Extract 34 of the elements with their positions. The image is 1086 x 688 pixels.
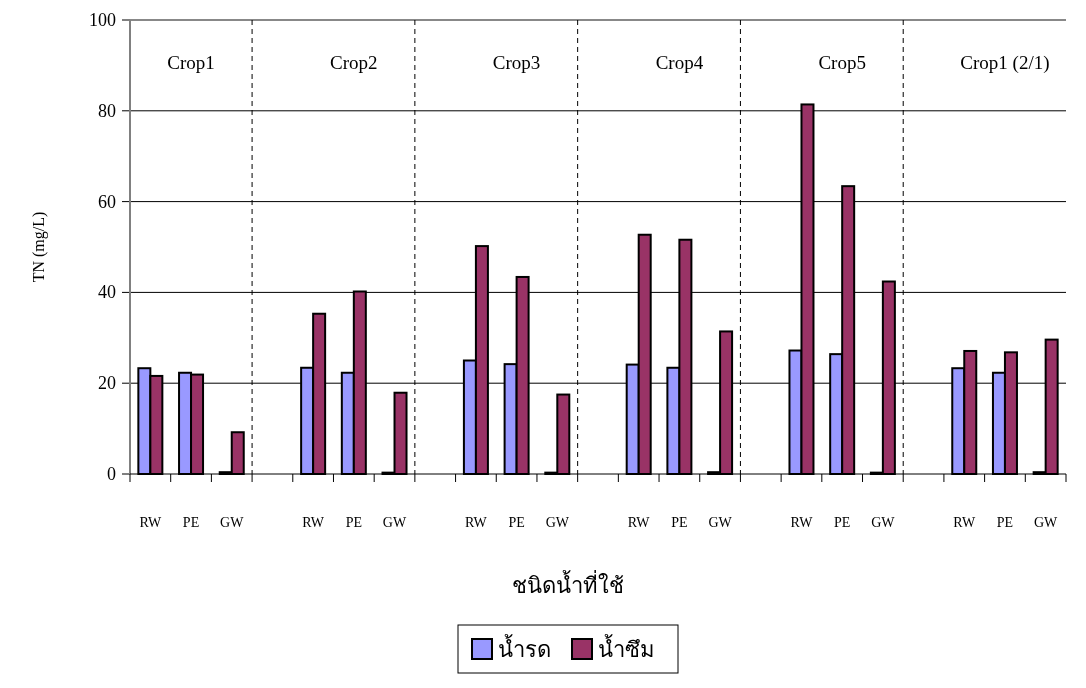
annotation: Crop2 — [330, 52, 378, 73]
annotation: Crop1 — [167, 52, 215, 73]
x-axis-title: ชนิดน้ำที่ใช้ — [512, 570, 624, 598]
x-tick-label: PE — [834, 515, 851, 530]
annotation: Crop1 (2/1) — [960, 52, 1050, 74]
x-tick-label: GW — [220, 515, 245, 530]
x-tick-label: PE — [345, 515, 362, 530]
legend-label: น้ำซึม — [598, 634, 655, 662]
y-axis-title: TN (mg/L) — [30, 211, 48, 283]
x-tick-label: PE — [182, 515, 200, 530]
x-tick-label: GW — [1033, 515, 1059, 530]
x-tick-label: GW — [708, 515, 733, 530]
annotation: Crop3 — [492, 52, 541, 73]
y-tick-label: 80 — [98, 100, 116, 121]
x-tick-label: RW — [627, 515, 651, 530]
x-tick-label: GW — [871, 515, 896, 530]
x-tick-label: GW — [545, 515, 570, 530]
x-tick-label: GW — [382, 515, 407, 530]
x-tick-label: RW — [465, 515, 488, 530]
annotation: Crop5 — [818, 52, 866, 73]
x-tick-label: RW — [139, 515, 163, 530]
x-tick-label: RW — [790, 515, 814, 530]
x-tick-label: PE — [508, 515, 525, 530]
y-tick-label: 100 — [89, 10, 116, 30]
x-tick-label: RW — [302, 515, 325, 530]
y-tick-label: 20 — [98, 373, 116, 394]
y-tick-label: 40 — [98, 282, 116, 303]
x-tick-label: PE — [996, 515, 1014, 530]
x-tick-label: RW — [953, 515, 976, 530]
annotation: Crop4 — [655, 52, 704, 73]
legend-label: น้ำรด — [498, 634, 551, 662]
x-tick-label: PE — [671, 515, 688, 530]
y-tick-label: 0 — [107, 464, 116, 484]
y-tick-label: 60 — [98, 191, 116, 212]
